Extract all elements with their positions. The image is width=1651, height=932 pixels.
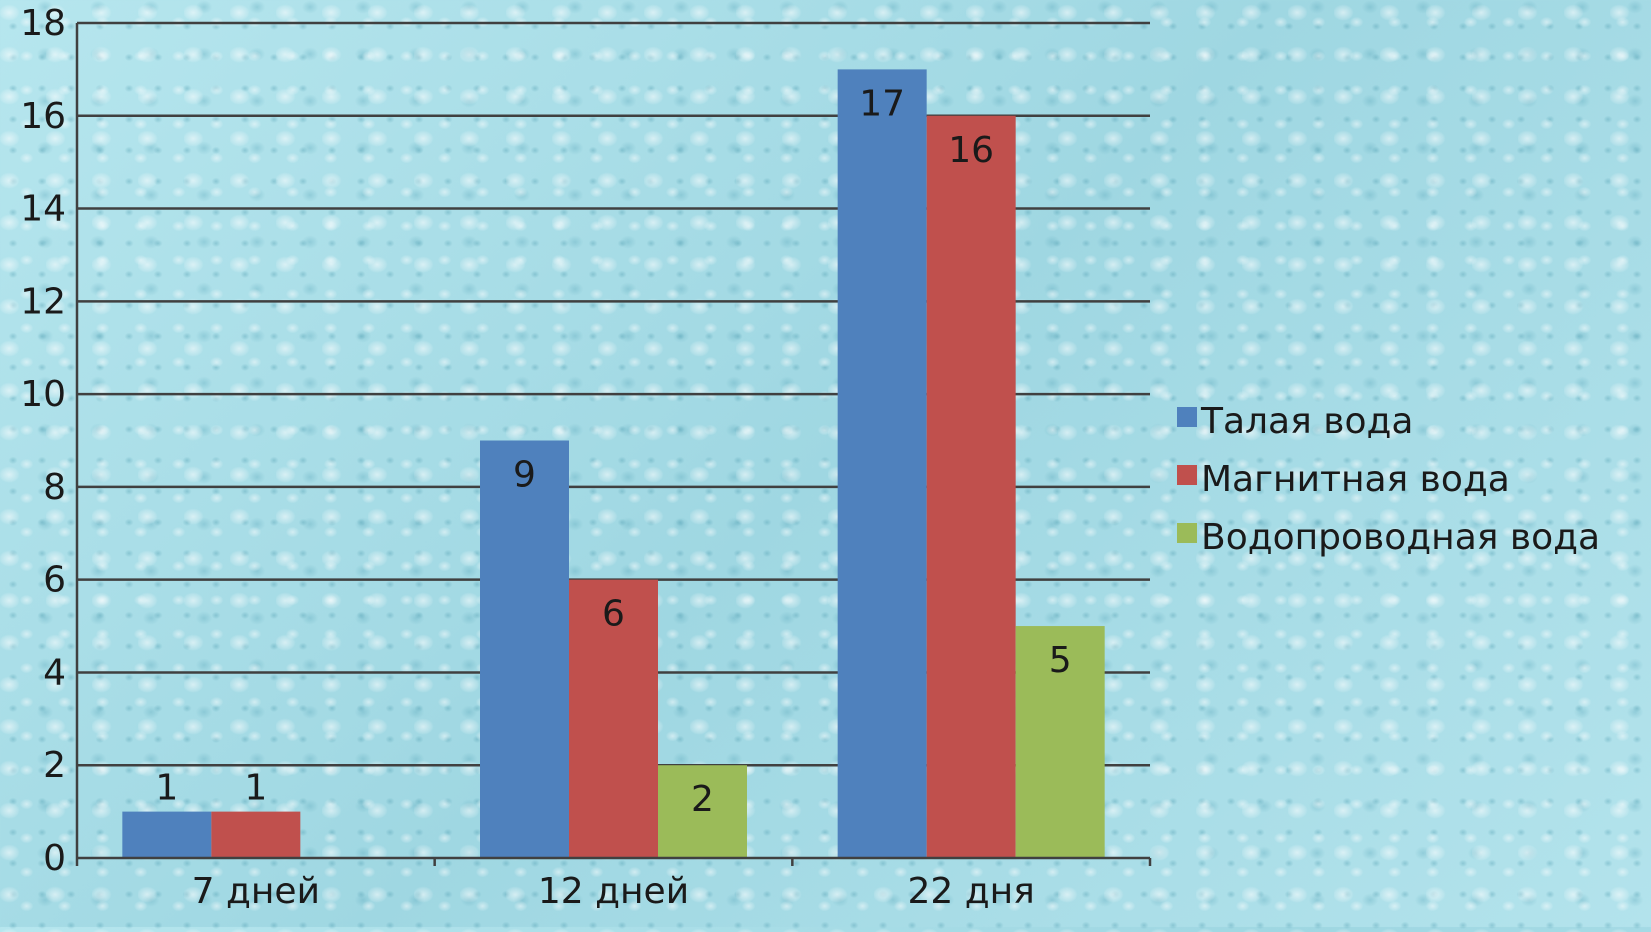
bar [658, 765, 747, 858]
y-tick-label: 0 [43, 838, 66, 879]
bar [837, 69, 927, 858]
y-tick-label: 2 [43, 745, 66, 786]
bar [122, 811, 212, 858]
y-tick-label: 10 [20, 374, 66, 415]
bar [211, 811, 301, 858]
x-category-label: 22 дня [907, 871, 1034, 912]
x-category-label: 7 дней [192, 871, 320, 912]
x-category-label: 12 дней [538, 871, 689, 912]
y-tick-label: 6 [43, 560, 66, 601]
bar [569, 579, 658, 858]
y-tick-label: 16 [20, 96, 66, 137]
y-tick-label: 12 [20, 281, 66, 322]
legend: Талая вода Магнитная вода Водопроводная во… [1177, 401, 1600, 558]
data-label: 1 [155, 768, 178, 809]
bar [480, 440, 569, 858]
data-label: 16 [948, 130, 994, 171]
data-label: 9 [513, 455, 536, 496]
y-tick-label: 4 [43, 652, 66, 693]
legend-swatch [1177, 523, 1197, 543]
legend-label: Водопроводная вода [1201, 517, 1600, 558]
data-label: 5 [1049, 640, 1072, 681]
y-tick-label: 8 [43, 467, 66, 508]
bars [122, 69, 1105, 859]
data-labels: 1 1 9 6 2 17 16 5 [155, 83, 1071, 820]
legend-label: Магнитная вода [1201, 459, 1510, 500]
bar [1015, 626, 1105, 858]
gridlines [77, 21, 1150, 767]
legend-swatch [1177, 465, 1197, 485]
data-label: 1 [244, 768, 267, 809]
bar [926, 115, 1016, 859]
legend-label: Талая вода [1200, 401, 1413, 442]
data-label: 6 [602, 594, 625, 635]
y-tick-label: 18 [20, 3, 66, 44]
data-label: 2 [691, 779, 714, 820]
data-label: 17 [859, 83, 905, 124]
legend-swatch [1177, 407, 1197, 427]
y-tick-label: 14 [20, 189, 66, 230]
